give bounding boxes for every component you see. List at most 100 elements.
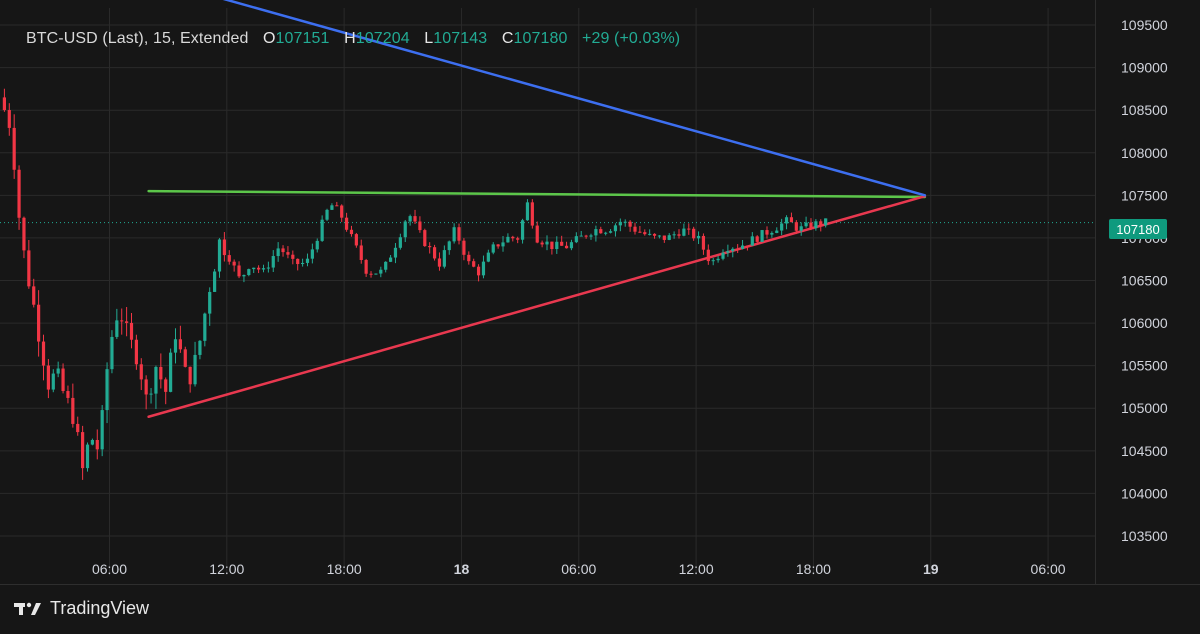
candle-body (687, 228, 691, 230)
candle-body (188, 366, 192, 385)
price-tick-label: 106500 (1121, 273, 1168, 289)
candle-body (384, 261, 388, 270)
candle-body (46, 365, 50, 390)
time-tick-label: 18 (454, 561, 470, 577)
candle-body (217, 239, 222, 272)
candle-body (169, 352, 173, 392)
candle-body (569, 242, 574, 249)
candle-body (213, 271, 217, 292)
candle-body (359, 245, 363, 260)
candle-body (261, 268, 266, 270)
candle-body (784, 217, 789, 224)
candle-body (506, 236, 510, 243)
candle-body (667, 235, 671, 240)
candle-body (599, 229, 603, 234)
candle-body (428, 246, 432, 248)
candle-body (237, 265, 241, 277)
candle-body (134, 339, 138, 365)
price-tick-label: 104500 (1121, 443, 1168, 459)
candle-body (819, 221, 823, 226)
candle-body (110, 336, 114, 370)
candle-body (432, 247, 437, 259)
candle-body (149, 393, 153, 395)
candle-body (579, 235, 583, 237)
candle-body (530, 202, 534, 226)
candle-body (740, 245, 745, 249)
candle-body (281, 248, 285, 253)
candle-body (164, 379, 168, 392)
candle-body (711, 260, 715, 262)
candle-body (335, 205, 339, 207)
candle-body (745, 245, 750, 247)
candle-body (315, 240, 319, 250)
candle-body (71, 397, 75, 424)
candle-body (95, 439, 99, 450)
candle-body (276, 248, 280, 257)
candle-body (701, 235, 706, 250)
candle-body (623, 221, 627, 223)
candle-body (408, 216, 412, 222)
time-tick-label: 18:00 (796, 561, 831, 577)
close-label: C (501, 30, 514, 47)
candle-body (291, 254, 295, 259)
candle-body (344, 217, 349, 230)
last-price-tag: 107180 (1109, 219, 1167, 239)
candle-body (256, 267, 261, 270)
candle-body (736, 248, 740, 250)
candle-body (555, 241, 559, 250)
price-tick-label: 107500 (1121, 187, 1168, 203)
candle-body (364, 259, 368, 274)
candle-body (27, 250, 31, 287)
candle-body (222, 239, 226, 256)
candle-body (393, 247, 398, 258)
candle-body (208, 291, 212, 314)
price-tick-label: 104000 (1121, 485, 1168, 501)
branding[interactable]: TradingView (14, 598, 149, 619)
candle-body (501, 242, 505, 247)
candle-body (423, 230, 427, 247)
candle-body (247, 269, 251, 276)
candle-body (716, 258, 720, 261)
candle-body (511, 236, 515, 239)
candle-body (271, 256, 275, 268)
time-tick-label: 06:00 (92, 561, 127, 577)
candle-body (560, 241, 564, 246)
candle-body (369, 273, 373, 275)
candle-body (81, 432, 85, 469)
price-tick-label: 106000 (1121, 315, 1168, 331)
candle-body (310, 249, 314, 259)
candle-body (486, 252, 490, 262)
candle-body (388, 257, 393, 262)
low-label: L (424, 30, 434, 47)
low-value: 107143 (433, 30, 488, 47)
candle-body (789, 217, 794, 223)
candle-body (403, 221, 407, 238)
candle-body (340, 205, 344, 218)
candle-body (462, 240, 466, 255)
candle-body (491, 244, 495, 253)
candle-body (750, 236, 754, 246)
candle-body (652, 233, 657, 236)
candle-body (452, 227, 456, 242)
candle-body (296, 258, 300, 265)
candle-body (535, 225, 539, 243)
candle-body (447, 241, 451, 251)
candle-body (799, 226, 803, 231)
candle-body (648, 233, 652, 235)
candle-body (643, 232, 647, 235)
candle-body (266, 267, 270, 269)
candle-body (120, 320, 124, 322)
price-tick-label: 109500 (1121, 17, 1168, 33)
candle-body (677, 234, 681, 236)
candle-body (51, 373, 55, 390)
candle-body (476, 266, 481, 276)
open-value: 107151 (275, 30, 330, 47)
candle-body (457, 227, 461, 241)
time-tick-label: 12:00 (209, 561, 244, 577)
trendlines[interactable] (0, 0, 1095, 418)
candle-body (349, 229, 354, 235)
candle-body (604, 232, 608, 234)
candle-body (540, 242, 544, 245)
